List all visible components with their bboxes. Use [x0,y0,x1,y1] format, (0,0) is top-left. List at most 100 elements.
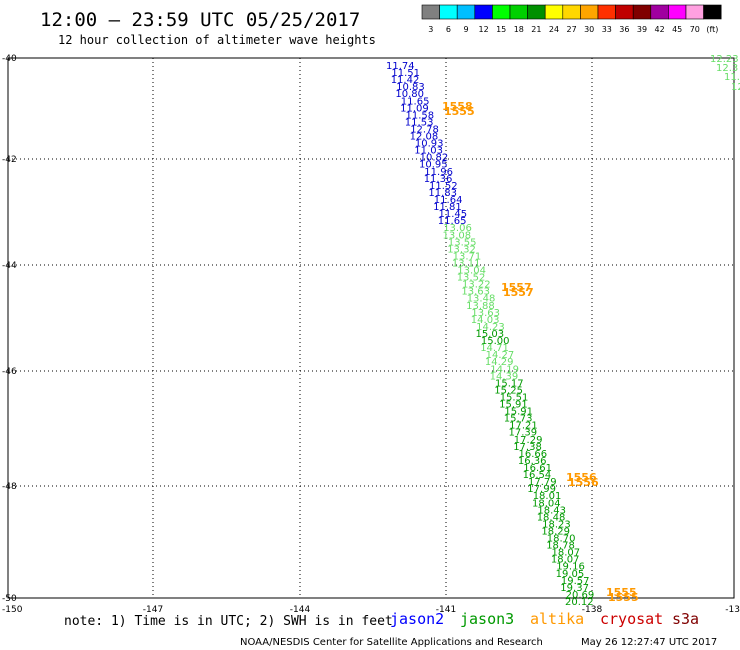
legend-jason2: jason2 [390,610,444,628]
wave-height-value: 13.11 [452,259,481,270]
wave-height-value: 11.65 [401,96,430,107]
scale-label: 6 [446,25,451,34]
scale-label: 42 [655,25,665,34]
lon-tick-label: -147 [143,605,163,615]
scale-swatch [580,4,599,20]
scale-swatch [421,4,440,20]
wave-height-value: 16.66 [519,449,548,460]
wave-height-value: 13.48 [467,294,496,305]
color-scale-legend: 3 6 9 12 15 18 21 24 27 30 33 36 39 42 45 70 (ft) [421,4,722,34]
wave-height-value: 15.91 [499,400,528,411]
map-frame [7,57,735,599]
edge-wave-value: 12 [731,82,740,93]
wave-height-value: 10.82 [420,153,449,164]
wave-height-value: 10.95 [419,160,448,171]
lat-tick-label: -50 [2,594,17,604]
wave-height-value: 13.06 [443,223,472,234]
lat-tick-label: -40 [2,54,17,64]
scale-swatch [650,4,669,20]
satellite-legend: jason2 jason3 altika cryosat s3a [390,610,699,628]
scale-label: 18 [514,25,524,34]
wave-height-value: 15.25 [494,385,523,396]
wave-height-value: 13.04 [457,266,486,277]
wave-height-value: 11.09 [400,103,429,114]
wave-height-value: 18.70 [547,534,576,545]
wave-height-value: 11.36 [424,174,453,185]
wave-height-value: 11.64 [434,195,463,206]
lat-tick-label: -44 [2,261,17,271]
wave-height-value: 20.12 [565,597,594,608]
legend-altika: altika [530,610,584,628]
wave-height-value: 17.79 [528,477,557,488]
legend-s3a: s3a [672,610,699,628]
wave-height-value: 18.01 [533,491,562,502]
pass-number-overlap: 1556 [568,476,599,489]
wave-height-value: 16.36 [518,456,547,467]
wave-height-value: 11.42 [391,75,420,86]
pass-number: 1557 [501,281,532,294]
wave-height-value: 17.38 [513,442,542,453]
scale-label: 3 [428,25,433,34]
wave-height-value: 17.29 [514,435,543,446]
credit-line: NOAA/NESDIS Center for Satellite Applica… [240,637,543,648]
wave-height-value: 15.00 [481,336,510,347]
wave-height-value: 18.07 [552,548,581,559]
wave-height-value: 14.39 [490,371,519,382]
wave-height-value: 19.37 [560,583,589,594]
wave-height-value: 15.17 [495,378,524,389]
wave-height-value: 19.57 [561,576,590,587]
generation-timestamp: May 26 12:27:47 UTC 2017 [581,637,717,648]
scale-swatch [439,4,458,20]
wave-height-value: 16.54 [523,470,552,481]
lat-tick-label: -42 [2,155,17,165]
lat-tick-label: -48 [2,482,17,492]
wave-height-value: 11.74 [386,61,415,72]
pass-number: 1558 [442,100,473,113]
scale-label: 70 [690,25,700,34]
scale-label: 33 [602,25,612,34]
wave-height-value: 13.08 [443,230,472,241]
wave-height-value: 10.80 [395,89,424,100]
edge-wave-value: 11. [724,72,740,83]
wave-height-value: 17.39 [509,428,538,439]
wave-height-value: 14.19 [490,364,519,375]
wave-height-value: 13.55 [448,237,477,248]
wave-height-value: 13.88 [466,301,495,312]
map-title: 12:00 — 23:59 UTC 05/25/2017 [40,9,360,31]
scale-label: 30 [584,25,594,34]
wave-height-value: 15.91 [504,407,533,418]
wave-height-value: 18.78 [546,541,575,552]
scale-swatch [632,4,652,20]
wave-height-value: 12.08 [410,132,439,143]
wave-height-value: 11.03 [414,146,443,157]
scale-label: 39 [637,25,647,34]
wave-height-value: 13.63 [461,287,490,298]
wave-height-value: 15.51 [500,393,529,404]
lon-tick-label: -144 [290,605,311,615]
lon-tick-label: -13 [725,605,740,615]
scale-swatch [456,4,476,20]
wave-height-value: 18.07 [551,555,580,566]
edge-wave-value: 12.3 [716,63,738,74]
pass-number-overlap: 1557 [503,286,534,299]
wave-height-value: 18.29 [541,527,570,538]
wave-height-value: 11.45 [439,209,468,220]
map-subtitle: 12 hour collection of altimeter wave hei… [58,33,376,47]
satellite-track: 11.7411.5111.4210.8310.8011.6511.0911.58… [386,61,594,608]
scale-label: 21 [531,25,541,34]
wave-height-value: 13.52 [457,273,486,284]
wave-height-value: 14.29 [485,357,514,368]
wave-height-value: 14.03 [471,315,500,326]
lon-tick-label: -150 [2,605,23,615]
wave-height-value: 10.93 [415,139,444,150]
wave-height-value: 13.22 [462,280,491,291]
wave-height-value: 11.81 [433,202,462,213]
wave-height-value: 12.78 [410,125,439,136]
scale-swatch [615,4,634,20]
wave-height-value: 11.53 [405,117,434,128]
pass-number: 1556 [566,471,597,484]
scale-swatch [474,4,493,20]
wave-height-value: 17.21 [509,421,538,432]
graticule: -40 -42 -44 -46 -48 -50-150 -147 -144 -141 -138 -1… [2,54,740,615]
